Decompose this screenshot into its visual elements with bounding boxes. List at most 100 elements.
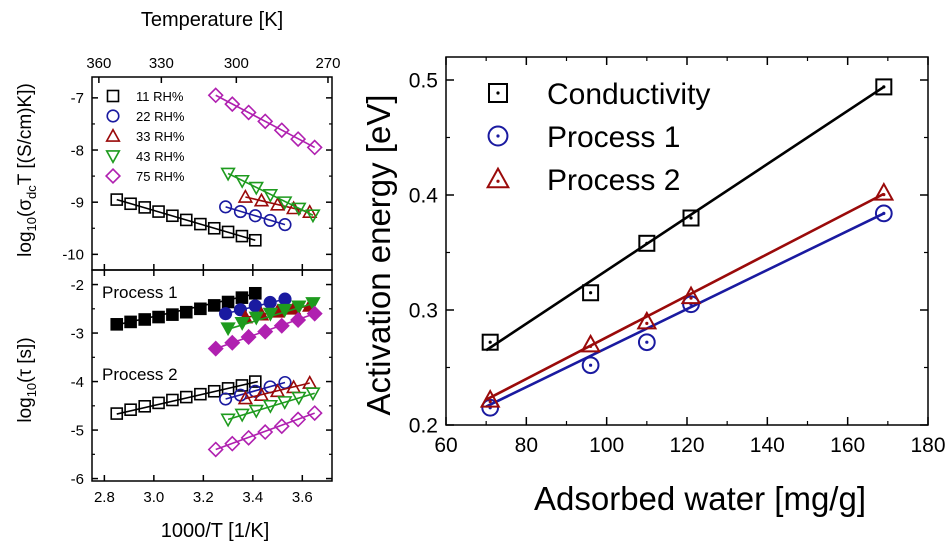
top-xtick-label: 300: [224, 55, 249, 72]
left_bottom-43-rh-process-1-point: [305, 297, 321, 311]
right-xtick-label: 60: [434, 434, 457, 457]
left_bottom-11-rh-process-2-point: [124, 403, 137, 416]
right-process-2-point-shape: [479, 389, 501, 408]
annotation-process-1: Process 1: [102, 283, 178, 302]
left_bottom-43-rh-process-1-point: [220, 322, 236, 337]
annotation-process-2: Process 2: [102, 365, 178, 384]
left_top-33-rh-fit-line: [245, 196, 310, 213]
left_top-43-rh-point-shape: [220, 167, 236, 182]
left_bottom-11-rh-process-1-point-shape: [138, 313, 152, 326]
left_bottom-11-rh-process-1-point: [152, 310, 165, 324]
right-conductivity-point-dot: [589, 291, 593, 295]
right-process-2-point: [873, 182, 895, 201]
right-process-1-point: [874, 204, 893, 223]
left_bottom-22-rh-process-1-point: [233, 303, 248, 317]
left_top-11-rh-point: [179, 213, 193, 227]
right-process-1-point-shape: [682, 295, 700, 314]
left_bottom-ytick-label: -3: [71, 325, 84, 342]
left_top-11-rh-point: [207, 221, 221, 235]
left_top-ytick-label: -7: [71, 90, 84, 107]
legend-marker-11-rh: [106, 89, 120, 103]
legend-label-22-rh: 22 RH%: [136, 109, 185, 124]
legend-marker-process-2-dot: [496, 179, 500, 183]
left_top-75-rh-point-shape: [273, 122, 290, 139]
left_bottom-11-rh-process-2-point-shape: [248, 375, 262, 388]
left_bottom-43-rh-process-2-point: [277, 396, 293, 410]
left_bottom-11-rh-process-2-point: [179, 390, 193, 404]
left_bottom-22-rh-process-1-point: [248, 299, 262, 313]
top-xtick-label: 360: [86, 55, 111, 72]
ylabel-sub-10: 10: [24, 217, 39, 231]
left_bottom-75-rh-process-2-point-shape: [257, 424, 274, 441]
left_top-75-rh-point: [306, 139, 323, 156]
left_bottom-43-rh-process-1-point-shape: [220, 322, 236, 337]
ylabel-tau-log: log: [15, 397, 36, 422]
right-frame: [445, 56, 929, 426]
left_top-75-rh-point: [240, 104, 257, 121]
legend-label-11-rh: 11 RH%: [136, 89, 184, 104]
left_bottom-43-rh-process-1-point: [262, 307, 279, 322]
left_bottom-22-rh-process-1-point-shape: [263, 295, 277, 310]
legend-label-75-rh: 75 RH%: [136, 169, 185, 184]
left_top-11-rh-point-shape: [152, 205, 165, 218]
left_bottom-75-rh-process-2-point-shape: [240, 429, 257, 446]
left_bottom-43-rh-process-2-point: [234, 408, 250, 423]
top-xtick-label: 270: [315, 55, 340, 72]
right-process-2-point: [636, 310, 658, 330]
right-xtick-label: 100: [589, 434, 624, 457]
left_bottom-33-rh-process-2-point-shape: [237, 390, 254, 405]
left_top-43-rh-point-shape: [305, 209, 321, 224]
left_bottom-11-rh-process-2-point-shape: [179, 390, 193, 404]
left_bottom-43-rh-process-1-point-shape: [305, 297, 321, 311]
right-process-1-point: [637, 333, 656, 352]
left_bottom-11-rh-process-2-point: [207, 384, 221, 398]
left_bottom-43-rh-process-2-point: [220, 413, 236, 428]
left_bottom-11-rh-process-2-point: [248, 375, 262, 388]
left_top-22-rh-point-shape: [263, 213, 277, 228]
left_bottom-22-rh-process-1-point: [263, 295, 277, 310]
left_top-11-rh-point-shape: [110, 193, 124, 206]
left_bottom-11-rh-process-1-point-shape: [179, 305, 193, 319]
left_bottom-75-rh-process-2-point-shape: [290, 411, 307, 428]
left_top-33-rh-point-shape: [237, 189, 254, 203]
left_top-22-rh-point: [263, 213, 277, 228]
left_bottom-11-rh-process-2-point-shape: [207, 384, 221, 398]
left_top-11-rh-point-shape: [166, 209, 179, 223]
right-conductivity-point-dot: [645, 241, 649, 245]
x-axis-label-left: 1000/T [1/K]: [161, 520, 270, 542]
left_bottom-75-rh-process-1-point: [273, 317, 290, 334]
left_bottom-75-rh-process-2-point-shape: [224, 435, 241, 452]
legend-marker-33-rh-shape: [105, 128, 121, 142]
left_bottom-75-rh-process-1-point-shape: [224, 334, 241, 351]
right-xtick-label: 180: [910, 434, 945, 457]
left_bottom-11-rh-process-1-point: [166, 308, 179, 321]
legend-label-process-1: Process 1: [547, 121, 680, 154]
legend-marker-75-rh: [104, 167, 122, 185]
left_bottom-11-rh-process-1-point-shape: [166, 308, 179, 321]
left_top-75-rh-point-shape: [224, 96, 241, 113]
right-conductivity-point-shape: [875, 78, 893, 96]
right-process-2-point: [680, 285, 702, 305]
left_bottom-43-rh-process-1-point: [234, 317, 250, 331]
left_bottom-xtick-label: 3.0: [143, 489, 164, 506]
left_bottom-43-rh-process-2-point-shape: [262, 399, 279, 414]
left_bottom-11-rh-process-2-point-shape: [194, 387, 207, 401]
left_bottom-11-rh-process-1-point: [248, 286, 262, 300]
left_top-43-rh-point-shape: [234, 174, 250, 189]
left_top-75-rh-point-shape: [240, 104, 257, 121]
left_bottom-11-rh-process-1-point-shape: [207, 299, 221, 312]
right-process-1-point-shape: [581, 356, 600, 375]
left_top-43-rh-point-shape: [262, 189, 279, 203]
left_bottom-43-rh-process-2-point-shape: [291, 391, 307, 406]
left_bottom-11-rh-process-2-point-shape: [124, 403, 137, 416]
left_bottom-43-rh-process-2-point: [305, 387, 321, 402]
left_bottom-75-rh-process-1-point: [224, 334, 241, 351]
right-process-1-point-shape: [637, 333, 656, 352]
right-conductivity-point: [582, 284, 600, 302]
left_top-43-rh-point: [305, 209, 321, 224]
left_bottom-75-rh-process-1-point-shape: [207, 340, 224, 357]
left_bottom-ytick-label: -6: [71, 471, 84, 488]
left_bottom-11-rh-process-2-point: [166, 393, 179, 407]
left_bottom-75-rh-process-2-point: [207, 441, 224, 458]
right-process-2-point-dot: [488, 399, 492, 404]
